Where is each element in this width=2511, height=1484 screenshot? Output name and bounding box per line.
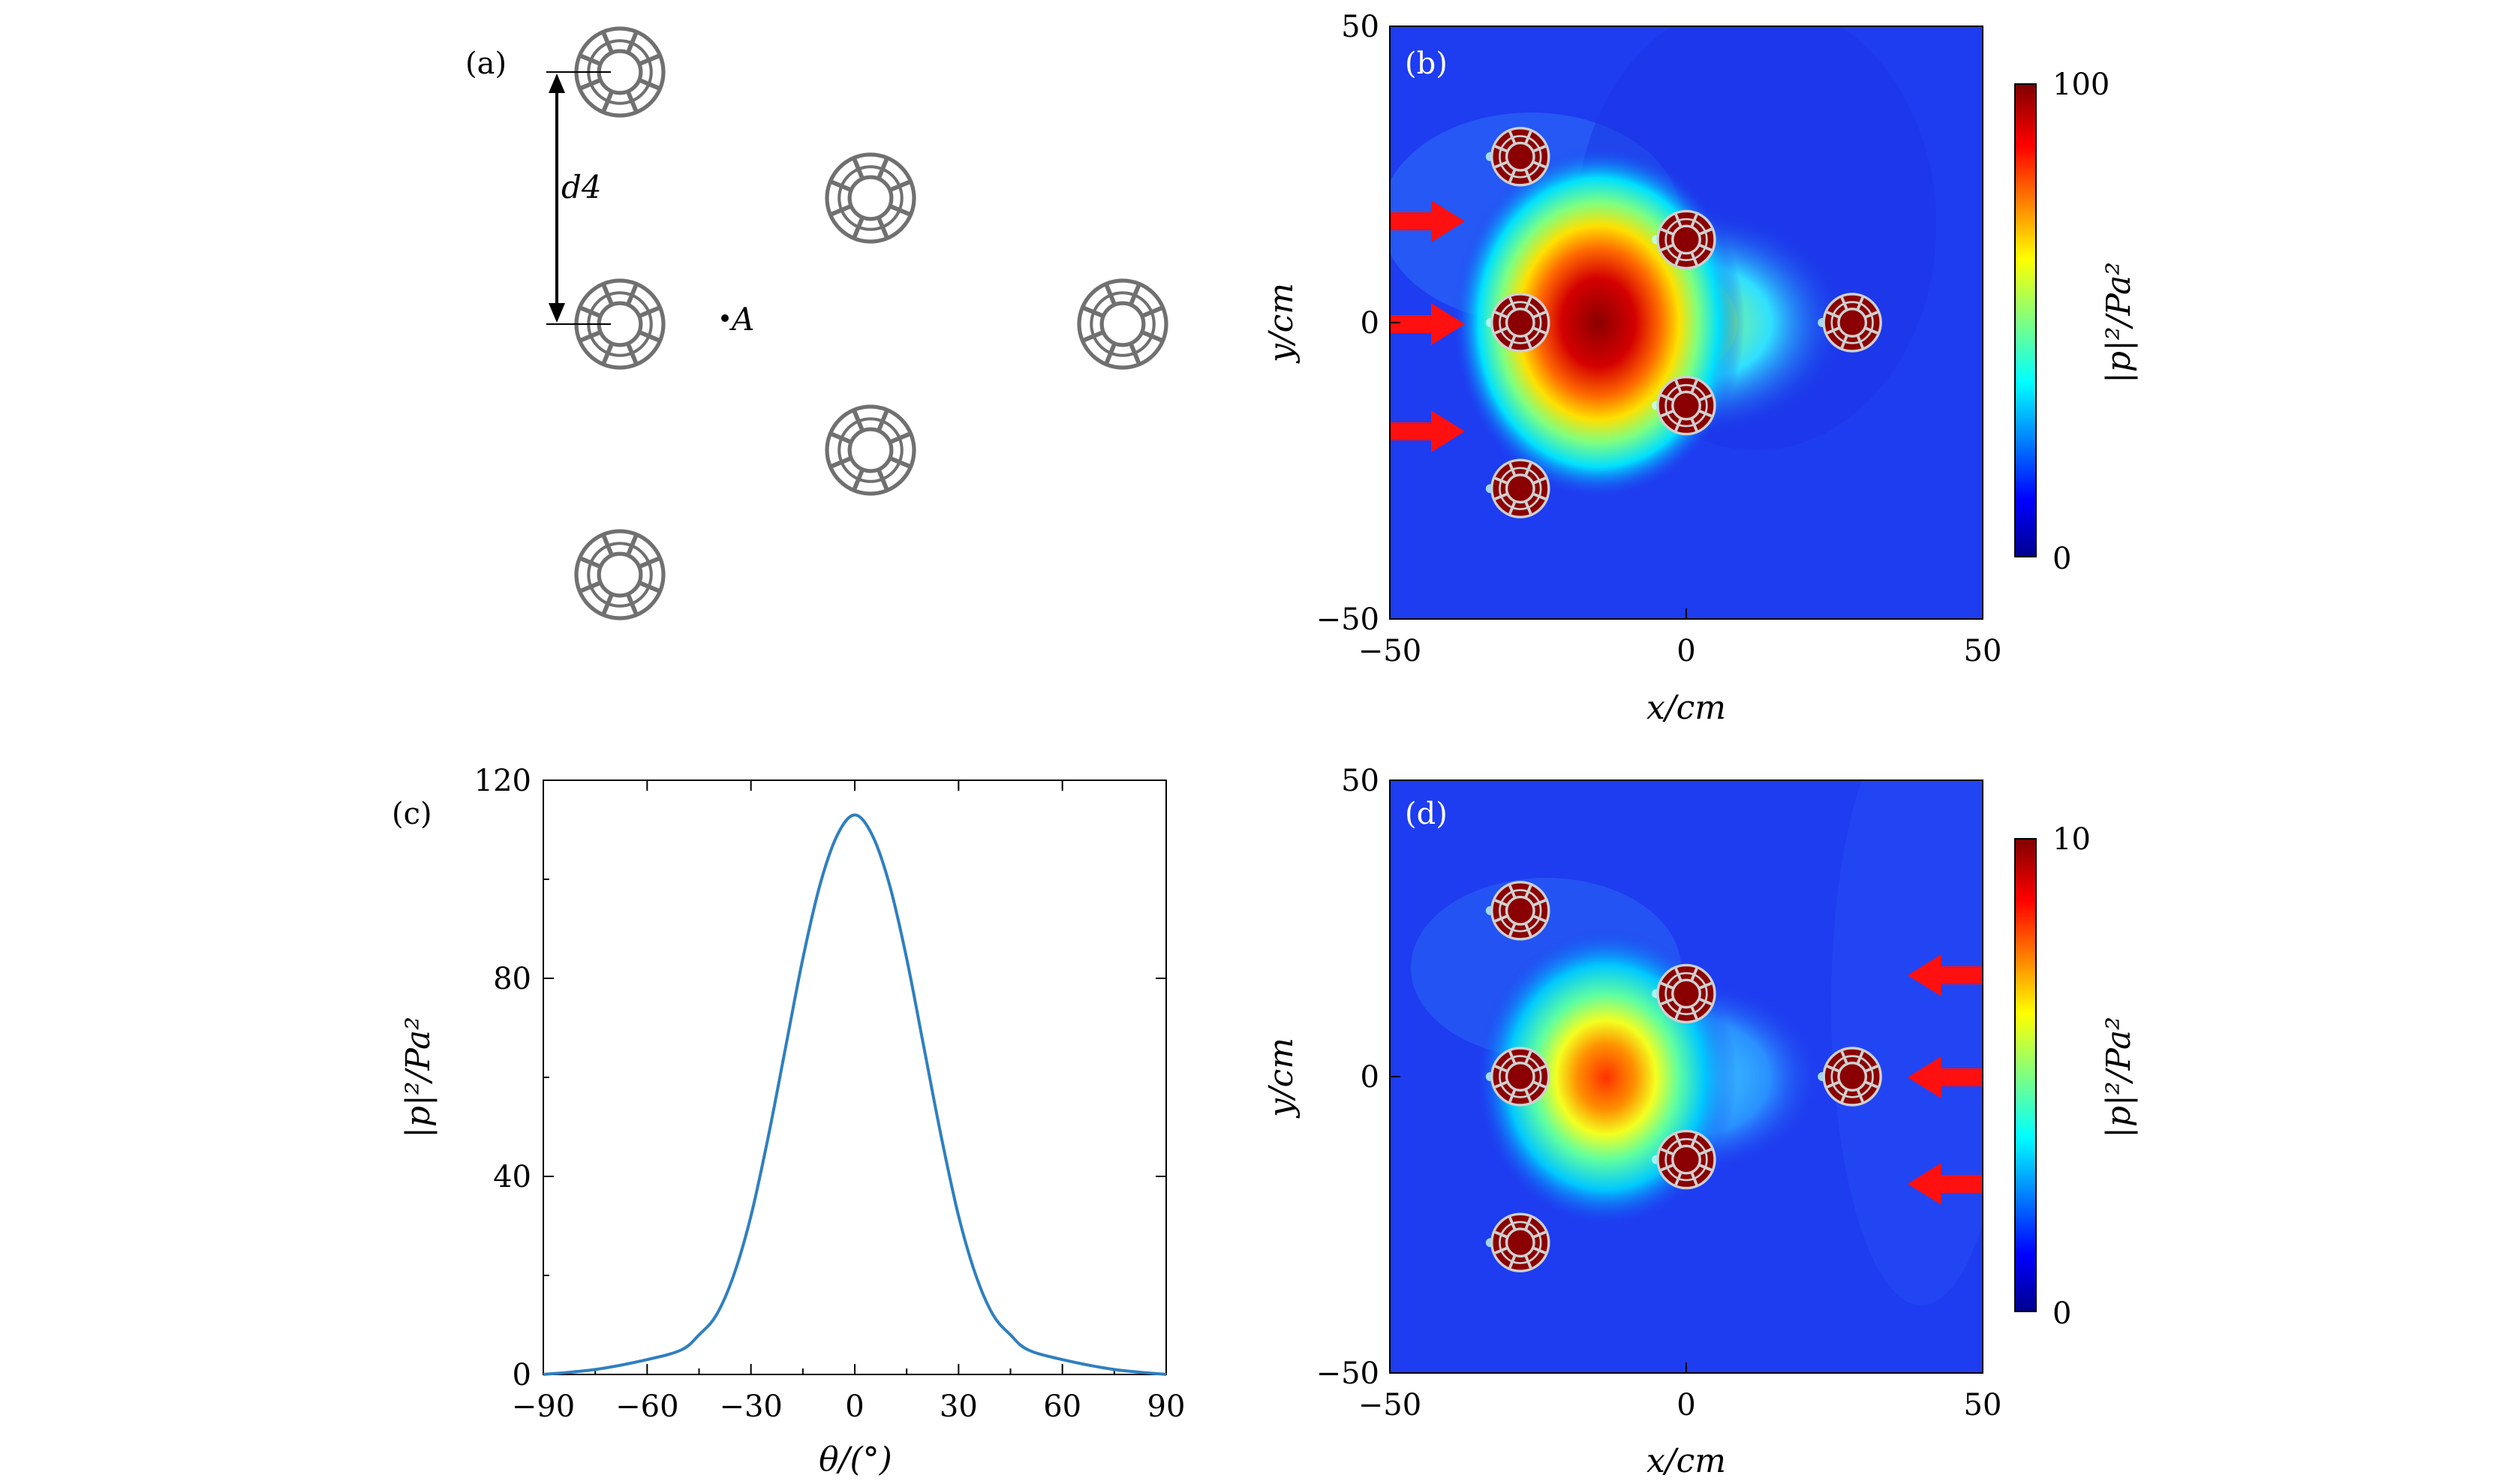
incident-arrows bbox=[1908, 954, 1983, 1205]
scatterer-group bbox=[1485, 881, 1882, 1272]
x-tick-label: 90 bbox=[1147, 1389, 1186, 1424]
colorbar-min: 0 bbox=[2052, 542, 2071, 576]
colorbar-max: 100 bbox=[2052, 68, 2110, 102]
y-tick-label: 50 bbox=[1341, 764, 1379, 798]
y-tick-label: 80 bbox=[493, 962, 531, 996]
axes: −50 0 50 50 0 −50 bbox=[1316, 10, 2002, 668]
series-line bbox=[543, 813, 1167, 1376]
y-tick-label: 40 bbox=[493, 1160, 531, 1194]
x-tick-label: 50 bbox=[1964, 634, 2002, 668]
panel-c-label: (c) bbox=[392, 797, 432, 831]
x-tick-label: 50 bbox=[1964, 1388, 2002, 1422]
resonator bbox=[1656, 375, 1716, 436]
axes: −50 0 50 50 0 −50 bbox=[1316, 764, 2002, 1422]
resonator bbox=[1490, 458, 1550, 518]
dimension-arrow-up bbox=[549, 74, 565, 93]
scatterer-group bbox=[1485, 127, 1882, 518]
resonator bbox=[1822, 293, 1882, 353]
panel-b-heatmap: (b) −50 0 50 50 0 −50 x/cm y/cm 100 0 |p|²/Pa… bbox=[1262, 10, 2138, 727]
resonator bbox=[1490, 1212, 1550, 1272]
x-tick-label: −50 bbox=[1358, 634, 1421, 668]
x-axis-label: θ/(°) bbox=[819, 1440, 892, 1479]
y-axis-label: y/cm bbox=[1262, 283, 1301, 364]
resonator bbox=[1490, 293, 1550, 353]
y-axis-label: y/cm bbox=[1262, 1038, 1301, 1119]
dimension-arrow-down bbox=[549, 303, 565, 323]
incident-arrow bbox=[1390, 303, 1465, 345]
y-tick-label: 0 bbox=[1361, 306, 1379, 341]
y-tick-label: 50 bbox=[1341, 10, 1379, 44]
y-tick-label: −50 bbox=[1316, 602, 1379, 637]
resonator bbox=[1490, 127, 1550, 187]
x-tick-label: −50 bbox=[1358, 1388, 1421, 1422]
resonator bbox=[1822, 1047, 1882, 1107]
x-axis-label: x/cm bbox=[1646, 689, 1726, 727]
x-tick-label: −30 bbox=[719, 1389, 782, 1424]
colorbar bbox=[2014, 83, 2037, 557]
resonator bbox=[1490, 1047, 1550, 1107]
resonator bbox=[825, 404, 916, 496]
panel-a-label: (a) bbox=[465, 47, 507, 81]
axes: −90 −60 −30 0 30 60 90 0 40 80 120 bbox=[474, 764, 1186, 1424]
incident-arrow bbox=[1908, 1056, 1983, 1098]
x-tick-label: 0 bbox=[1677, 634, 1695, 668]
y-axis-label: |p|²/Pa² bbox=[399, 1017, 438, 1138]
incident-arrow bbox=[1390, 410, 1465, 452]
point-a-marker bbox=[721, 314, 729, 322]
x-tick-label: 0 bbox=[845, 1389, 864, 1424]
resonator bbox=[1656, 1129, 1716, 1190]
colorbar bbox=[2014, 838, 2037, 1312]
incident-arrow bbox=[1390, 200, 1465, 242]
resonator bbox=[574, 26, 666, 118]
x-tick-label: 0 bbox=[1677, 1388, 1695, 1422]
panel-b-label: (b) bbox=[1405, 47, 1448, 81]
incident-arrows bbox=[1390, 200, 1465, 452]
resonator bbox=[1656, 963, 1716, 1024]
distance-label: d4 bbox=[561, 169, 602, 206]
colorbar-label: |p|²/Pa² bbox=[2100, 262, 2138, 383]
panel-d-heatmap: (d) −50 0 50 50 0 −50 x/cm y/cm 10 0 |p|²/Pa² bbox=[1262, 764, 2138, 1480]
y-tick-label: −50 bbox=[1316, 1356, 1379, 1391]
resonator-array bbox=[574, 26, 1168, 620]
colorbar-max: 10 bbox=[2052, 822, 2091, 857]
x-tick-label: 30 bbox=[940, 1389, 978, 1424]
colorbar-min: 0 bbox=[2052, 1296, 2071, 1331]
resonator bbox=[1077, 278, 1168, 370]
panel-a-layout: (a) d4 A bbox=[465, 26, 1168, 620]
colorbar-label: |p|²/Pa² bbox=[2100, 1017, 2138, 1138]
resonator bbox=[825, 152, 916, 244]
y-tick-label: 0 bbox=[1361, 1060, 1379, 1095]
point-a-label: A bbox=[729, 301, 754, 338]
x-tick-label: −60 bbox=[615, 1389, 678, 1424]
resonator bbox=[1656, 209, 1716, 270]
resonator bbox=[1490, 881, 1550, 941]
incident-arrow bbox=[1908, 1163, 1983, 1205]
panel-d-label: (d) bbox=[1405, 797, 1448, 831]
x-axis-label: x/cm bbox=[1646, 1442, 1726, 1480]
x-tick-label: −90 bbox=[512, 1389, 575, 1424]
incident-arrow bbox=[1908, 954, 1983, 996]
x-tick-label: 60 bbox=[1043, 1389, 1081, 1424]
resonator bbox=[574, 529, 666, 620]
y-tick-label: 0 bbox=[513, 1358, 531, 1392]
plot-frame bbox=[543, 780, 1167, 1375]
y-tick-label: 120 bbox=[474, 764, 531, 798]
panel-c-line-chart: (c) −90 −60 −30 0 30 60 90 0 40 80 120 θ/(°) |p|²/… bbox=[392, 764, 1185, 1479]
